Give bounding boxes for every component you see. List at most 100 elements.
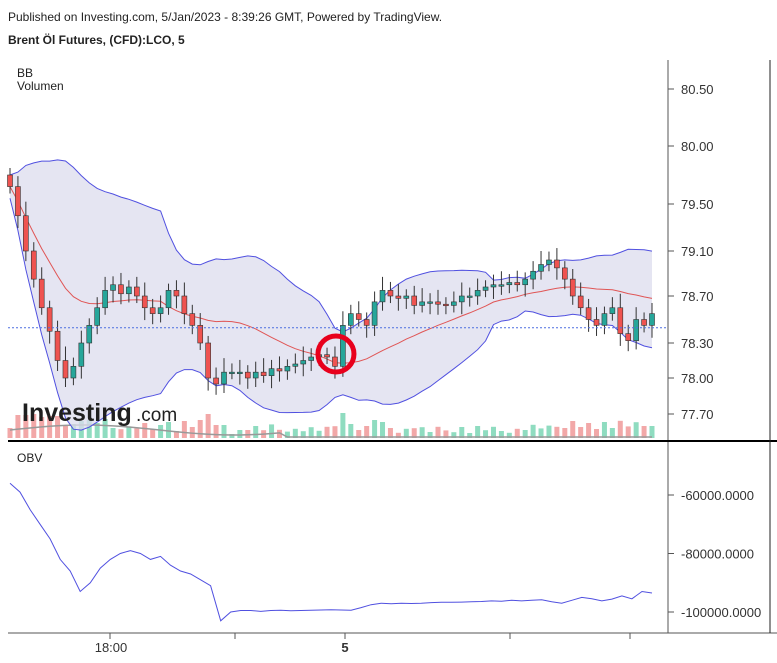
candle-body: [134, 286, 140, 297]
candle-body: [403, 295, 410, 299]
volume-bar: [316, 430, 322, 438]
time-tick-label: 18:00: [95, 640, 128, 655]
bollinger-lower-line: [9, 198, 653, 431]
volume-bar: [570, 421, 576, 438]
candle-body: [458, 295, 465, 303]
candle-body: [244, 371, 251, 379]
volume-bar: [649, 426, 655, 438]
candle-body: [7, 174, 13, 187]
candle-body: [78, 342, 85, 367]
volume-bar: [633, 422, 639, 438]
price-tick-label: 77.70: [681, 407, 714, 422]
candle-body: [649, 313, 655, 326]
volume-bar: [522, 430, 528, 438]
volume-bar: [601, 422, 607, 438]
candle-body: [70, 366, 77, 379]
volume-bar: [284, 431, 290, 438]
candle-body: [641, 319, 647, 326]
candle-body: [23, 215, 29, 252]
volume-bar: [126, 426, 132, 438]
volume-bar: [530, 424, 536, 438]
candle-body: [585, 307, 592, 320]
volume-bar: [356, 430, 362, 438]
volume-bar: [308, 427, 314, 438]
volume-bar: [427, 432, 433, 438]
volume-bar: [70, 424, 76, 438]
volume-bar: [150, 429, 156, 438]
volume-bar: [205, 414, 211, 438]
obv-line: [9, 482, 653, 622]
volume-bar: [395, 432, 401, 438]
price-tick-label: 80.50: [681, 82, 714, 97]
volume-bar: [166, 422, 172, 438]
symbol-title: Brent Öl Futures, (CFD):LCO, 5: [8, 33, 185, 47]
obv-indicator-label[interactable]: OBV: [17, 451, 43, 465]
volume-bar: [62, 425, 68, 438]
volume-bar: [173, 431, 179, 438]
candle-body: [118, 284, 124, 295]
bb-indicator-label[interactable]: BB: [17, 66, 34, 80]
candle-body: [308, 356, 314, 361]
volume-bar: [609, 428, 615, 438]
volume-bar: [594, 429, 600, 438]
volume-bar: [158, 425, 164, 438]
candle-body: [173, 290, 180, 297]
volume-bar: [110, 428, 116, 438]
price-tick-label: 78.70: [681, 289, 714, 304]
candle-body: [355, 313, 362, 320]
volume-bar: [475, 426, 481, 438]
bollinger-basis-line: [9, 186, 653, 364]
candle-body: [348, 313, 354, 326]
bollinger-band-fill: [10, 159, 652, 431]
volume-bar: [364, 426, 370, 438]
candle-body: [490, 284, 497, 288]
price-tick-label: 79.10: [681, 244, 714, 259]
time-tick-label: 5: [341, 640, 348, 655]
volume-bar: [372, 420, 378, 438]
candle-body: [292, 363, 299, 367]
volume-bar: [269, 424, 275, 438]
volume-bar: [641, 426, 647, 438]
candle-body: [577, 295, 584, 309]
volume-bar: [483, 430, 489, 438]
volume-bar: [490, 426, 496, 438]
volume-indicator-label[interactable]: Volumen: [17, 79, 64, 93]
volume-bar: [625, 426, 631, 438]
volume-bar: [443, 430, 449, 438]
volume-bar: [300, 431, 306, 438]
candle-body: [419, 301, 425, 306]
time-axis: 18:00 5: [95, 633, 631, 655]
candle-body: [324, 354, 330, 358]
candle-body: [371, 301, 378, 326]
candle-body: [221, 371, 227, 385]
price-tick-label: 79.50: [681, 197, 714, 212]
volume-bar: [451, 432, 457, 438]
volume-bar: [403, 428, 409, 438]
volume-bars: [7, 413, 655, 438]
volume-bar: [197, 420, 203, 438]
volume-bar: [538, 428, 544, 438]
candle-body: [482, 286, 489, 291]
volume-bar: [7, 428, 13, 438]
candle-body: [332, 356, 338, 367]
candlesticks: [7, 168, 655, 395]
candle-body: [562, 267, 568, 280]
candle-body: [363, 319, 370, 326]
obv-axis: -60000.0000 -80000.0000 -100000.0000: [668, 488, 761, 620]
candle-body: [498, 284, 505, 287]
candle-body: [86, 325, 93, 344]
candle-body: [633, 319, 639, 341]
candle-body: [268, 368, 275, 376]
volume-bar: [554, 426, 560, 438]
volume-bar: [94, 423, 100, 438]
volume-bar: [348, 424, 354, 438]
candle-body: [522, 278, 528, 286]
candle-body: [411, 295, 418, 306]
candle-body: [15, 186, 21, 217]
candle-body: [102, 290, 108, 309]
volume-bar: [229, 434, 235, 438]
volume-bar: [142, 423, 148, 438]
candle-body: [54, 330, 61, 361]
volume-bar: [181, 421, 187, 438]
